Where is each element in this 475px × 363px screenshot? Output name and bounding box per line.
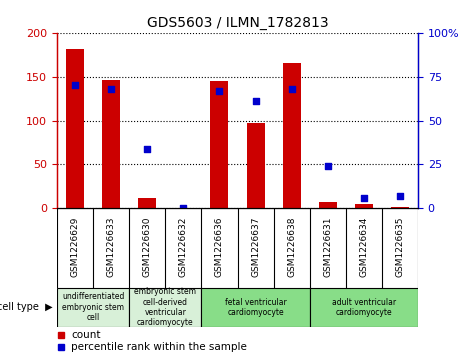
Text: adult ventricular
cardiomyocyte: adult ventricular cardiomyocyte <box>332 298 396 317</box>
Bar <box>283 64 301 208</box>
Point <box>396 193 404 199</box>
Text: fetal ventricular
cardiomyocyte: fetal ventricular cardiomyocyte <box>225 298 286 317</box>
Text: embryonic stem
cell-derived
ventricular
cardiomyocyte: embryonic stem cell-derived ventricular … <box>134 287 196 327</box>
Bar <box>57 288 129 327</box>
Bar <box>210 81 228 208</box>
Point <box>216 88 223 94</box>
Text: GSM1226631: GSM1226631 <box>323 216 332 277</box>
Point <box>107 86 115 92</box>
Bar <box>201 288 310 327</box>
Point <box>288 86 295 92</box>
Point <box>324 163 332 169</box>
Point <box>360 195 368 201</box>
Text: GSM1226630: GSM1226630 <box>143 216 152 277</box>
Text: GSM1226633: GSM1226633 <box>107 216 115 277</box>
Bar <box>138 198 156 208</box>
Bar <box>319 202 337 208</box>
Text: percentile rank within the sample: percentile rank within the sample <box>71 342 247 352</box>
Bar <box>102 80 120 208</box>
Text: GSM1226629: GSM1226629 <box>71 216 79 277</box>
Bar <box>66 49 84 208</box>
Text: GSM1226635: GSM1226635 <box>396 216 404 277</box>
Text: count: count <box>71 330 101 340</box>
Bar <box>129 288 201 327</box>
Point <box>252 98 259 104</box>
Text: cell type  ▶: cell type ▶ <box>0 302 52 313</box>
Text: undifferentiated
embryonic stem
cell: undifferentiated embryonic stem cell <box>62 293 124 322</box>
Point <box>71 82 79 88</box>
Bar <box>247 123 265 208</box>
Point <box>180 205 187 211</box>
Text: GSM1226634: GSM1226634 <box>360 216 368 277</box>
Text: GSM1226637: GSM1226637 <box>251 216 260 277</box>
Bar <box>391 207 409 208</box>
Point <box>143 146 151 151</box>
Text: GSM1226632: GSM1226632 <box>179 216 188 277</box>
Text: GSM1226638: GSM1226638 <box>287 216 296 277</box>
Title: GDS5603 / ILMN_1782813: GDS5603 / ILMN_1782813 <box>147 16 328 30</box>
Bar <box>310 288 418 327</box>
Text: GSM1226636: GSM1226636 <box>215 216 224 277</box>
Bar <box>355 204 373 208</box>
